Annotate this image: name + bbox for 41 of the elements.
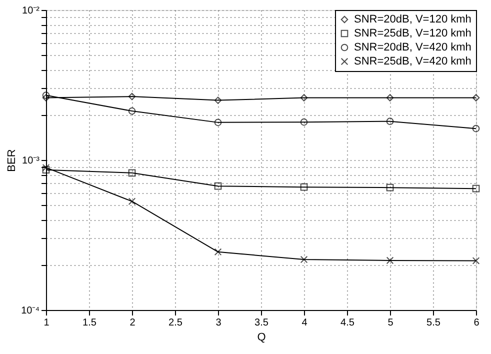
x-tick-label: 4 <box>302 318 308 328</box>
y-tick-label: 10⁻⁴ <box>21 306 40 316</box>
point <box>300 94 308 102</box>
point <box>128 169 136 177</box>
point <box>386 118 394 126</box>
y-tick-label: 10⁻³ <box>22 156 40 166</box>
point <box>472 257 480 264</box>
point <box>214 96 222 104</box>
point <box>214 118 222 126</box>
point <box>214 248 222 256</box>
x-tick-label: 3.5 <box>254 318 269 328</box>
legend-label: SNR=20dB, V=420 kmh <box>354 42 472 54</box>
point <box>300 183 308 191</box>
x-tick-label: 5 <box>388 318 394 328</box>
point <box>386 256 394 264</box>
x-tick-label: 2 <box>130 318 136 328</box>
point <box>386 184 394 192</box>
legend-label: SNR=25dB, V=420 kmh <box>354 56 472 68</box>
legend-label: SNR=20dB, V=120 kmh <box>354 14 472 26</box>
point <box>42 92 50 99</box>
x-tick-label: 2.5 <box>168 318 183 328</box>
x-tick-label: 5.5 <box>426 318 441 328</box>
point <box>472 184 480 192</box>
point <box>128 198 136 206</box>
x-tick-label: 3 <box>216 318 222 328</box>
point <box>214 182 222 190</box>
point <box>300 118 308 126</box>
point <box>386 94 394 102</box>
x-tick-label: 1.5 <box>82 318 97 328</box>
point <box>128 107 136 115</box>
x-axis-title: Q <box>257 332 266 344</box>
point <box>472 124 480 132</box>
x-tick-label: 6 <box>474 318 480 328</box>
legend-label: SNR=25dB, V=120 kmh <box>354 28 472 40</box>
x-tick-label: 4.5 <box>340 318 355 328</box>
point <box>472 94 480 102</box>
y-tick-label: 10⁻² <box>22 6 40 16</box>
y-axis-title: BER <box>6 149 18 172</box>
x-tick-label: 1 <box>44 318 50 328</box>
point <box>300 256 308 264</box>
point <box>128 92 136 100</box>
